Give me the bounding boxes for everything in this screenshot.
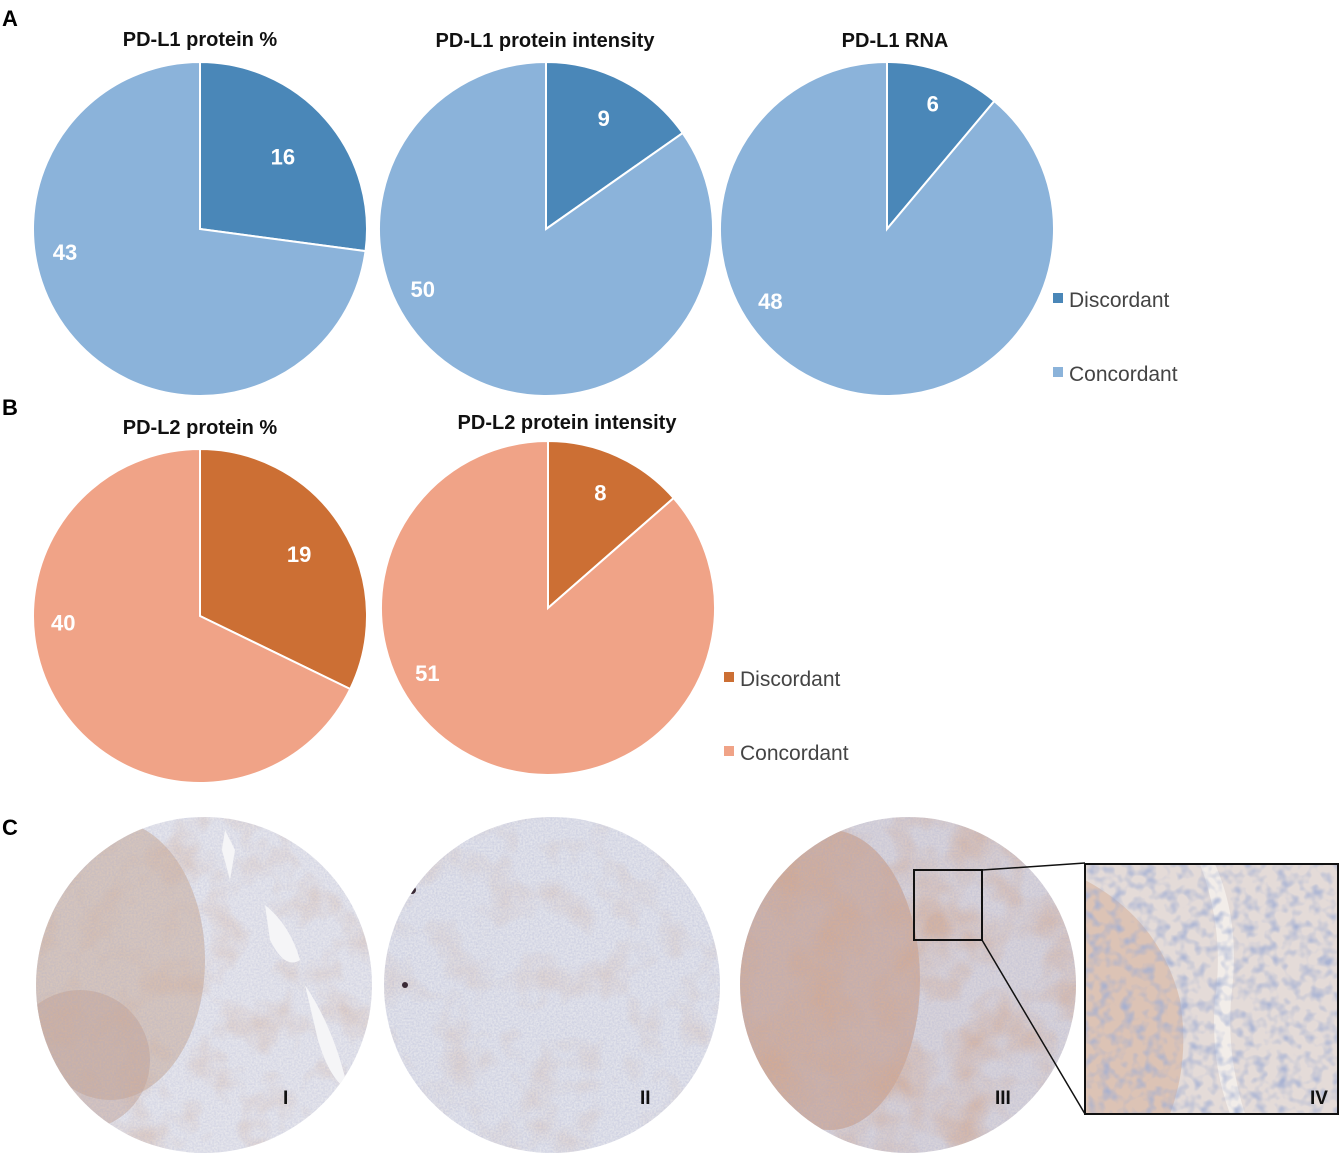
micrograph-i: I xyxy=(36,817,372,1153)
legend-label-discordant: Discordant xyxy=(740,668,841,691)
legend-pdl1: Discordant Concordant xyxy=(1053,289,1178,386)
micrograph-label: III xyxy=(995,1088,1011,1109)
pie-title-pdl2-protein-pct: PD-L2 protein % xyxy=(123,417,278,439)
micrograph-iv: IV xyxy=(1084,863,1339,1115)
zoom-connector xyxy=(981,862,1086,871)
pie-value-label-discordant: 19 xyxy=(287,542,311,567)
pie-slice-concordant xyxy=(32,447,352,784)
pie-slice-discordant xyxy=(547,439,676,611)
legend-label-discordant: Discordant xyxy=(1069,289,1170,312)
pie-value-label-concordant: 43 xyxy=(53,240,77,265)
pie-slice-discordant xyxy=(199,60,368,253)
panel-letter-c: C xyxy=(2,815,18,840)
pie-value-label-discordant: 6 xyxy=(927,92,939,117)
micrograph-label: II xyxy=(640,1088,651,1109)
pie-value-label-discordant: 16 xyxy=(271,144,295,169)
panel-letter-b: B xyxy=(2,395,18,420)
zoom-box xyxy=(913,869,983,941)
pie-slice-concordant xyxy=(378,60,714,397)
zoom-connector xyxy=(981,939,1086,1115)
pie-value-label-concordant: 51 xyxy=(415,661,439,686)
pie-slice-discordant xyxy=(886,60,996,232)
pie-chart-pdl1-rna: 6 48 xyxy=(719,60,1055,397)
pie-title-pdl2-protein-intensity: PD-L2 protein intensity xyxy=(458,412,678,434)
pie-slice-concordant xyxy=(719,60,1055,397)
pie-value-label-discordant: 8 xyxy=(594,480,606,505)
pie-slice-concordant xyxy=(380,439,716,776)
pie-value-label-concordant: 40 xyxy=(51,611,75,636)
legend-pdl2: Discordant Concordant xyxy=(724,668,849,765)
pie-slice-discordant xyxy=(545,60,685,231)
legend-swatch-concordant xyxy=(1053,367,1063,377)
legend-swatch-concordant xyxy=(724,746,734,756)
zoom-frame xyxy=(1084,863,1339,1115)
pie-value-label-discordant: 9 xyxy=(598,106,610,131)
pie-title-pdl1-protein-pct: PD-L1 protein % xyxy=(123,29,278,51)
pie-value-label-concordant: 50 xyxy=(411,277,435,302)
micrograph-iii: III xyxy=(740,817,1076,1153)
legend-label-concordant: Concordant xyxy=(1069,363,1178,386)
micrograph-ii: II xyxy=(384,817,720,1153)
micrograph-label: I xyxy=(283,1088,288,1109)
pie-chart-pdl2-protein-intensity: 8 51 xyxy=(380,439,716,776)
legend-label-concordant: Concordant xyxy=(740,742,849,765)
legend-swatch-discordant xyxy=(724,672,734,682)
pie-title-pdl1-protein-intensity: PD-L1 protein intensity xyxy=(436,30,656,52)
panel-letter-a: A xyxy=(2,6,18,31)
pie-title-pdl1-rna: PD-L1 RNA xyxy=(842,30,949,52)
legend-swatch-discordant xyxy=(1053,293,1063,303)
micrograph-label: IV xyxy=(1310,1088,1328,1109)
pie-slice-concordant xyxy=(32,60,367,397)
pie-value-label-concordant: 48 xyxy=(758,289,782,314)
pie-chart-pdl1-protein-intensity: 9 50 xyxy=(378,60,714,397)
pie-slice-discordant xyxy=(199,447,368,691)
